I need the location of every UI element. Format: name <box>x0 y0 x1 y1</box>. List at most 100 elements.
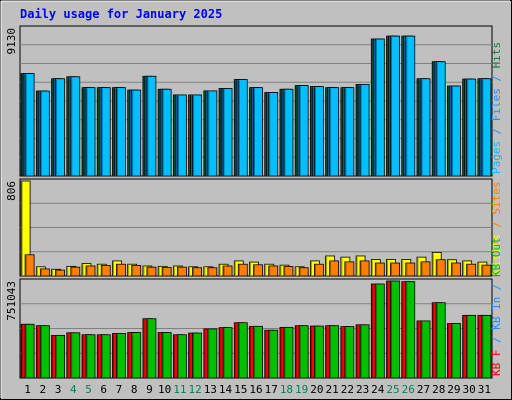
panel-kbytes-legend-item: KB In <box>490 297 503 330</box>
bar-visits-sites <box>116 263 126 277</box>
x-tick-label: 1 <box>24 383 31 396</box>
x-tick-label: 15 <box>234 383 247 396</box>
bar-visits-sites <box>146 266 157 277</box>
chart-title: Daily usage for January 2025 <box>20 7 222 21</box>
x-tick-label: 5 <box>85 383 92 396</box>
bar-visits-sites <box>298 267 309 277</box>
panel-visits-legend-item: Sites <box>490 181 503 214</box>
x-tick-label: 8 <box>131 383 138 396</box>
panel-visits-legend-item: / <box>490 221 503 228</box>
bar-hits-pages <box>314 86 324 177</box>
bar-kbytes-kb-out <box>481 314 492 379</box>
bar-visits-sites <box>268 265 279 277</box>
panel-visits-legend-item: Visits <box>490 234 503 274</box>
bar-visits-sites <box>39 268 50 277</box>
bar-hits-pages <box>237 79 248 177</box>
x-tick-label: 29 <box>447 383 460 396</box>
bar-visits-sites <box>55 269 65 277</box>
x-tick-label: 23 <box>356 383 369 396</box>
bar-hits-pages <box>329 87 340 177</box>
bar-kbytes-kb-out <box>253 325 263 379</box>
bar-visits-sites <box>131 264 142 277</box>
bar-hits-pages <box>207 90 218 177</box>
bar-kbytes-kb-out <box>420 320 431 379</box>
bar-visits-sites <box>314 263 324 277</box>
x-tick-label: 24 <box>371 383 385 396</box>
bar-kbytes-kb-out <box>70 332 81 379</box>
bar-hits-pages <box>176 94 187 177</box>
bar-kbytes-kb-out <box>237 322 248 379</box>
panel-hits-legend-item: Hits <box>490 42 503 69</box>
bar-kbytes-kb-out <box>100 334 111 379</box>
bar-hits-pages <box>222 88 233 177</box>
bar-visits-sites <box>207 267 218 277</box>
bar-kbytes-kb-out <box>146 318 157 379</box>
bar-visits-sites <box>70 266 81 277</box>
x-tick-label: 3 <box>55 383 62 396</box>
bar-kbytes-kb-out <box>268 329 279 379</box>
x-tick-label: 6 <box>100 383 107 396</box>
bar-hits-pages <box>359 84 370 177</box>
bar-hits-pages <box>481 78 492 177</box>
bar-hits-pages <box>70 76 81 177</box>
bar-visits-sites <box>24 254 35 277</box>
bar-hits-pages <box>390 35 400 177</box>
bar-kbytes-kb-out <box>451 323 461 379</box>
bar-kbytes-kb-out <box>176 334 187 379</box>
x-tick-label: 14 <box>219 383 233 396</box>
bar-hits-pages <box>55 78 65 177</box>
bar-visits-sites <box>100 264 111 277</box>
bar-visits-sites <box>253 264 263 277</box>
panel-kbytes-ymax-label: 751043 <box>5 281 18 321</box>
bar-hits-pages <box>24 73 35 177</box>
x-tick-label: 31 <box>478 383 491 396</box>
x-tick-label: 9 <box>146 383 153 396</box>
bar-hits-pages <box>298 85 309 177</box>
bar-hits-pages <box>131 89 142 177</box>
x-tick-label: 28 <box>432 383 445 396</box>
bar-kbytes-kb-out <box>222 327 233 379</box>
bar-kbytes-kb-out <box>314 325 324 379</box>
bar-visits-sites <box>85 265 96 277</box>
x-tick-label: 19 <box>295 383 308 396</box>
bar-hits-pages <box>39 90 50 177</box>
bar-visits-sites <box>161 267 172 277</box>
panel-hits-ymax-label: 9130 <box>5 28 18 55</box>
bar-hits-pages <box>192 94 202 177</box>
x-tick-label: 4 <box>70 383 77 396</box>
bar-hits-pages <box>85 87 96 177</box>
x-tick-label: 21 <box>326 383 339 396</box>
bar-kbytes-kb-out <box>161 332 172 379</box>
bar-hits-pages <box>344 87 355 177</box>
x-tick-label: 30 <box>463 383 476 396</box>
x-tick-label: 12 <box>188 383 201 396</box>
bar-hits-pages <box>451 85 461 177</box>
bar-hits-pages <box>116 87 126 177</box>
bar-kbytes-kb-out <box>116 333 126 379</box>
bar-hits-pages <box>146 75 157 177</box>
x-tick-label: 17 <box>265 383 278 396</box>
bar-visits-sites <box>222 265 233 277</box>
bar-visits-sites <box>390 262 400 277</box>
x-tick-label: 25 <box>386 383 399 396</box>
bar-kbytes-kb-out <box>405 281 416 379</box>
bar-hits-pages <box>374 38 385 177</box>
bar-visits-sites <box>192 267 202 277</box>
bar-hits-pages <box>405 35 416 177</box>
bar-kbytes-kb-out <box>344 326 355 379</box>
x-tick-label: 20 <box>310 383 323 396</box>
panel-kbytes-legend-item: / <box>490 336 503 343</box>
bar-visits-sites <box>176 266 187 277</box>
bar-kbytes-kb-out <box>435 302 446 379</box>
bar-kbytes-kb-out <box>298 325 309 379</box>
x-tick-label: 7 <box>116 383 123 396</box>
bar-kbytes-kb-out <box>192 332 202 379</box>
bar-hits-pages <box>466 78 477 177</box>
bar-kbytes-kb-out <box>24 323 35 379</box>
bar-visits-sites <box>420 261 431 277</box>
bar-kbytes-kb-out <box>466 314 477 379</box>
bar-kbytes-kb-out <box>374 283 385 379</box>
bar-visits-sites <box>374 262 385 277</box>
bar-hits-pages <box>100 87 111 177</box>
panel-hits-legend-item: / <box>490 128 503 135</box>
